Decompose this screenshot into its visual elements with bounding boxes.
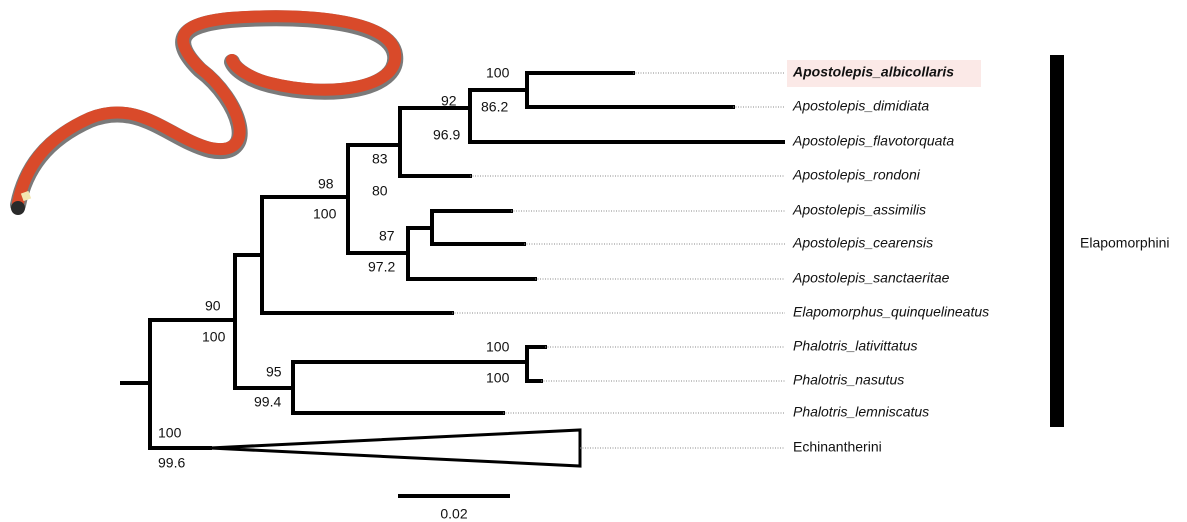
support: 92 [441, 93, 457, 109]
support: 100 [313, 206, 337, 222]
support: 100 [486, 65, 510, 81]
tip-label: Apostolepis_sanctaeritae [792, 270, 950, 286]
support: 100 [202, 329, 226, 345]
highlight [787, 60, 981, 87]
tip-label: Phalotris_lemniscatus [793, 404, 929, 420]
tip-label: Apostolepis_assimilis [792, 202, 926, 218]
support: 98 [318, 176, 334, 192]
tip-label: Apostolepis_flavotorquata [792, 133, 954, 149]
support: 86.2 [481, 99, 508, 115]
support: 87 [379, 228, 395, 244]
support: 100 [486, 339, 510, 355]
tip-label: Echinantherini [793, 439, 882, 455]
support: 95 [266, 364, 282, 380]
tip-label: Phalotris_nasutus [793, 372, 904, 388]
clade-label: Elapomorphini [1080, 235, 1170, 251]
support: 99.6 [158, 455, 185, 471]
support-values: 100 92 86.2 83 96.9 80 98 100 87 97.2 90… [158, 65, 510, 471]
tip-label: Apostolepis_rondoni [792, 167, 921, 183]
support: 90 [205, 298, 221, 314]
scale-label: 0.02 [440, 506, 467, 522]
support: 100 [486, 370, 510, 386]
snake-illustration [10, 10, 404, 215]
support: 99.4 [254, 394, 281, 410]
tip-labels: Apostolepis_albicollaris Apostolepis_dim… [792, 64, 989, 455]
clade-bar [1050, 55, 1064, 427]
support: 100 [158, 425, 182, 441]
tip-label: Phalotris_lativittatus [793, 338, 918, 354]
leader-lines [452, 72, 785, 449]
support: 80 [372, 183, 388, 199]
tip-label: Apostolepis_dimidiata [792, 98, 929, 114]
support: 83 [372, 151, 388, 167]
tip-label: Apostolepis_cearensis [792, 235, 933, 251]
tip-label: Apostolepis_albicollaris [792, 64, 954, 80]
support: 96.9 [433, 127, 460, 143]
support: 97.2 [368, 259, 395, 275]
tip-label: Elapomorphus_quinquelineatus [793, 304, 989, 320]
